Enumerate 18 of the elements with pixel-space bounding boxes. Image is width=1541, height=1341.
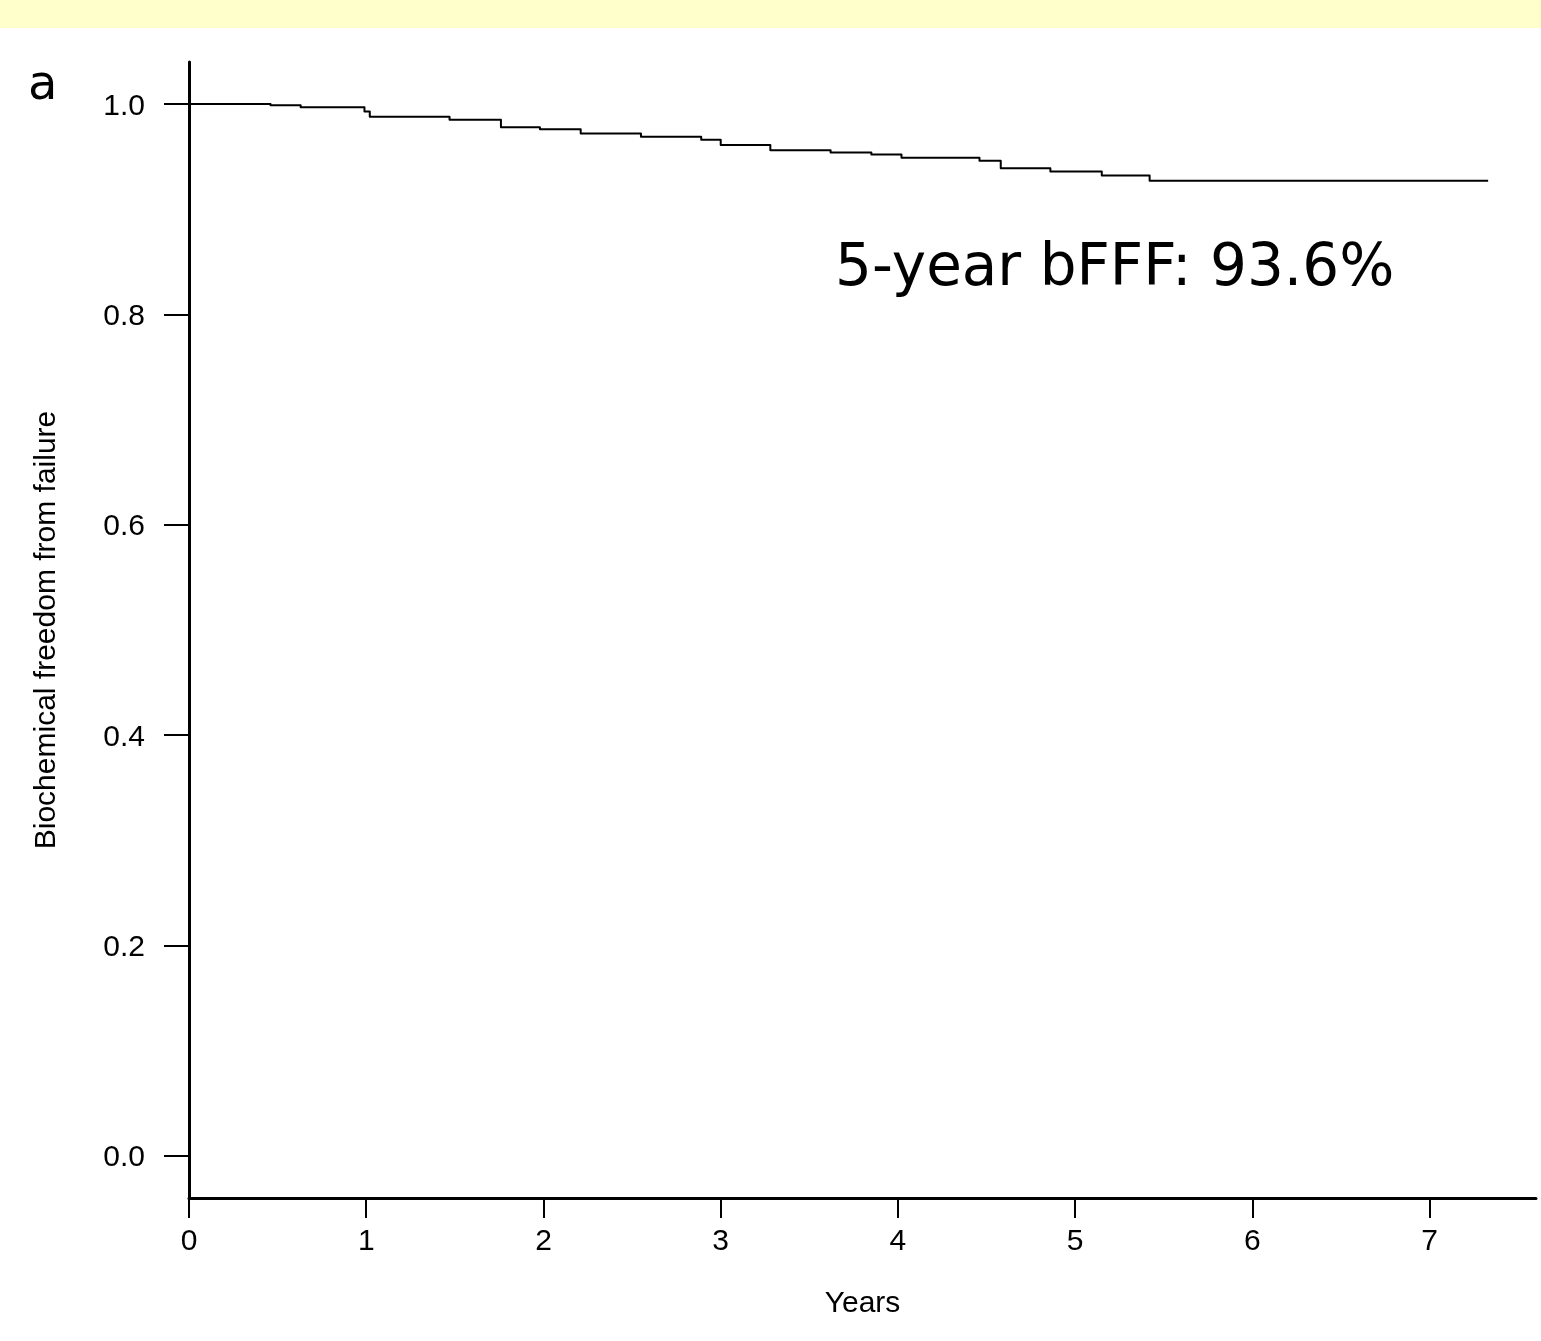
x-tick-label: 7 (1421, 1222, 1438, 1256)
y-tick-label: 0.6 (103, 508, 145, 542)
x-tick-label: 1 (357, 1222, 375, 1256)
x-tick-label: 2 (535, 1222, 552, 1256)
x-tick-label: 0 (180, 1222, 198, 1256)
y-tick-label: 0.0 (103, 1139, 145, 1173)
x-axis-title: Years (824, 1284, 901, 1318)
y-tick-label: 0.2 (103, 929, 145, 963)
y-tick-label: 0.4 (103, 718, 145, 752)
annotation: 5-year bFFF: 93.6% (835, 231, 1395, 299)
x-tick-label: 6 (1244, 1222, 1261, 1256)
y-tick-label: 1.0 (103, 87, 145, 121)
y-tick-label: 0.8 (103, 297, 145, 331)
x-tick-label: 3 (712, 1222, 730, 1256)
x-tick-label: 4 (889, 1222, 907, 1256)
x-tick-label: 5 (1066, 1222, 1084, 1256)
text: a (28, 54, 58, 110)
y-axis-title: Biochemical freedom from failure (27, 410, 61, 850)
